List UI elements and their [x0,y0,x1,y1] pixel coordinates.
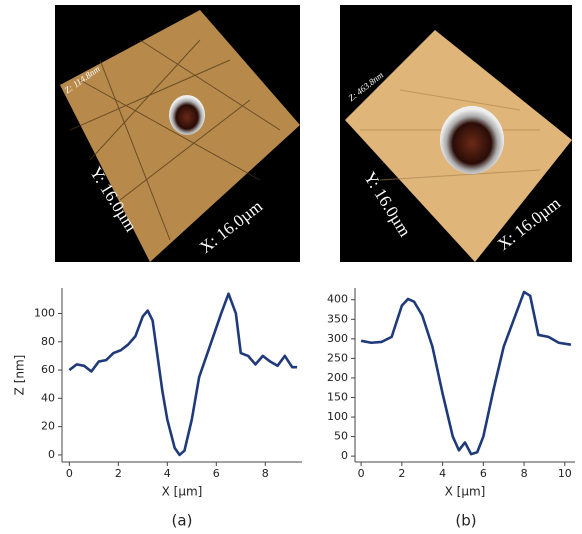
y-tick-label: 0 [341,449,348,462]
x-tick-label: 2 [115,467,122,480]
y-tick-label: 20 [41,420,55,433]
x-axis-title: X [µm] [162,485,203,499]
caption: (b) [455,512,476,530]
data-line [361,292,571,454]
x-tick-label: 6 [213,467,220,480]
figure: Z: 114.8nm Z: 463.8nm Y: 16.0µm X: 16.0µ… [0,0,582,534]
y-tick-label: 40 [41,391,55,404]
afm-image-a [55,5,300,262]
y-tick-label: 400 [327,293,348,306]
y-axis-title: Z [nm] [13,355,27,396]
y-tick-label: 100 [34,306,55,319]
x-tick-label: 8 [262,467,269,480]
caption: (a) [172,512,193,530]
y-tick-label: 200 [327,371,348,384]
y-tick-label: 250 [327,351,348,364]
y-tick-label: 60 [41,363,55,376]
y-tick-label: 0 [48,448,55,461]
x-tick-label: 0 [358,467,365,480]
y-tick-label: 150 [327,390,348,403]
y-tick-label: 100 [327,410,348,423]
x-tick-label: 2 [398,467,405,480]
x-tick-label: 6 [480,467,487,480]
y-tick-label: 80 [41,335,55,348]
x-tick-label: 8 [521,467,528,480]
x-tick-label: 10 [558,467,572,480]
x-tick-label: 4 [164,467,171,480]
y-tick-label: 50 [334,430,348,443]
x-tick-label: 4 [439,467,446,480]
data-line [69,294,297,455]
y-tick-label: 350 [327,312,348,325]
x-tick-label: 0 [66,467,73,480]
y-tick-label: 300 [327,332,348,345]
x-axis-title: X [µm] [445,485,486,499]
